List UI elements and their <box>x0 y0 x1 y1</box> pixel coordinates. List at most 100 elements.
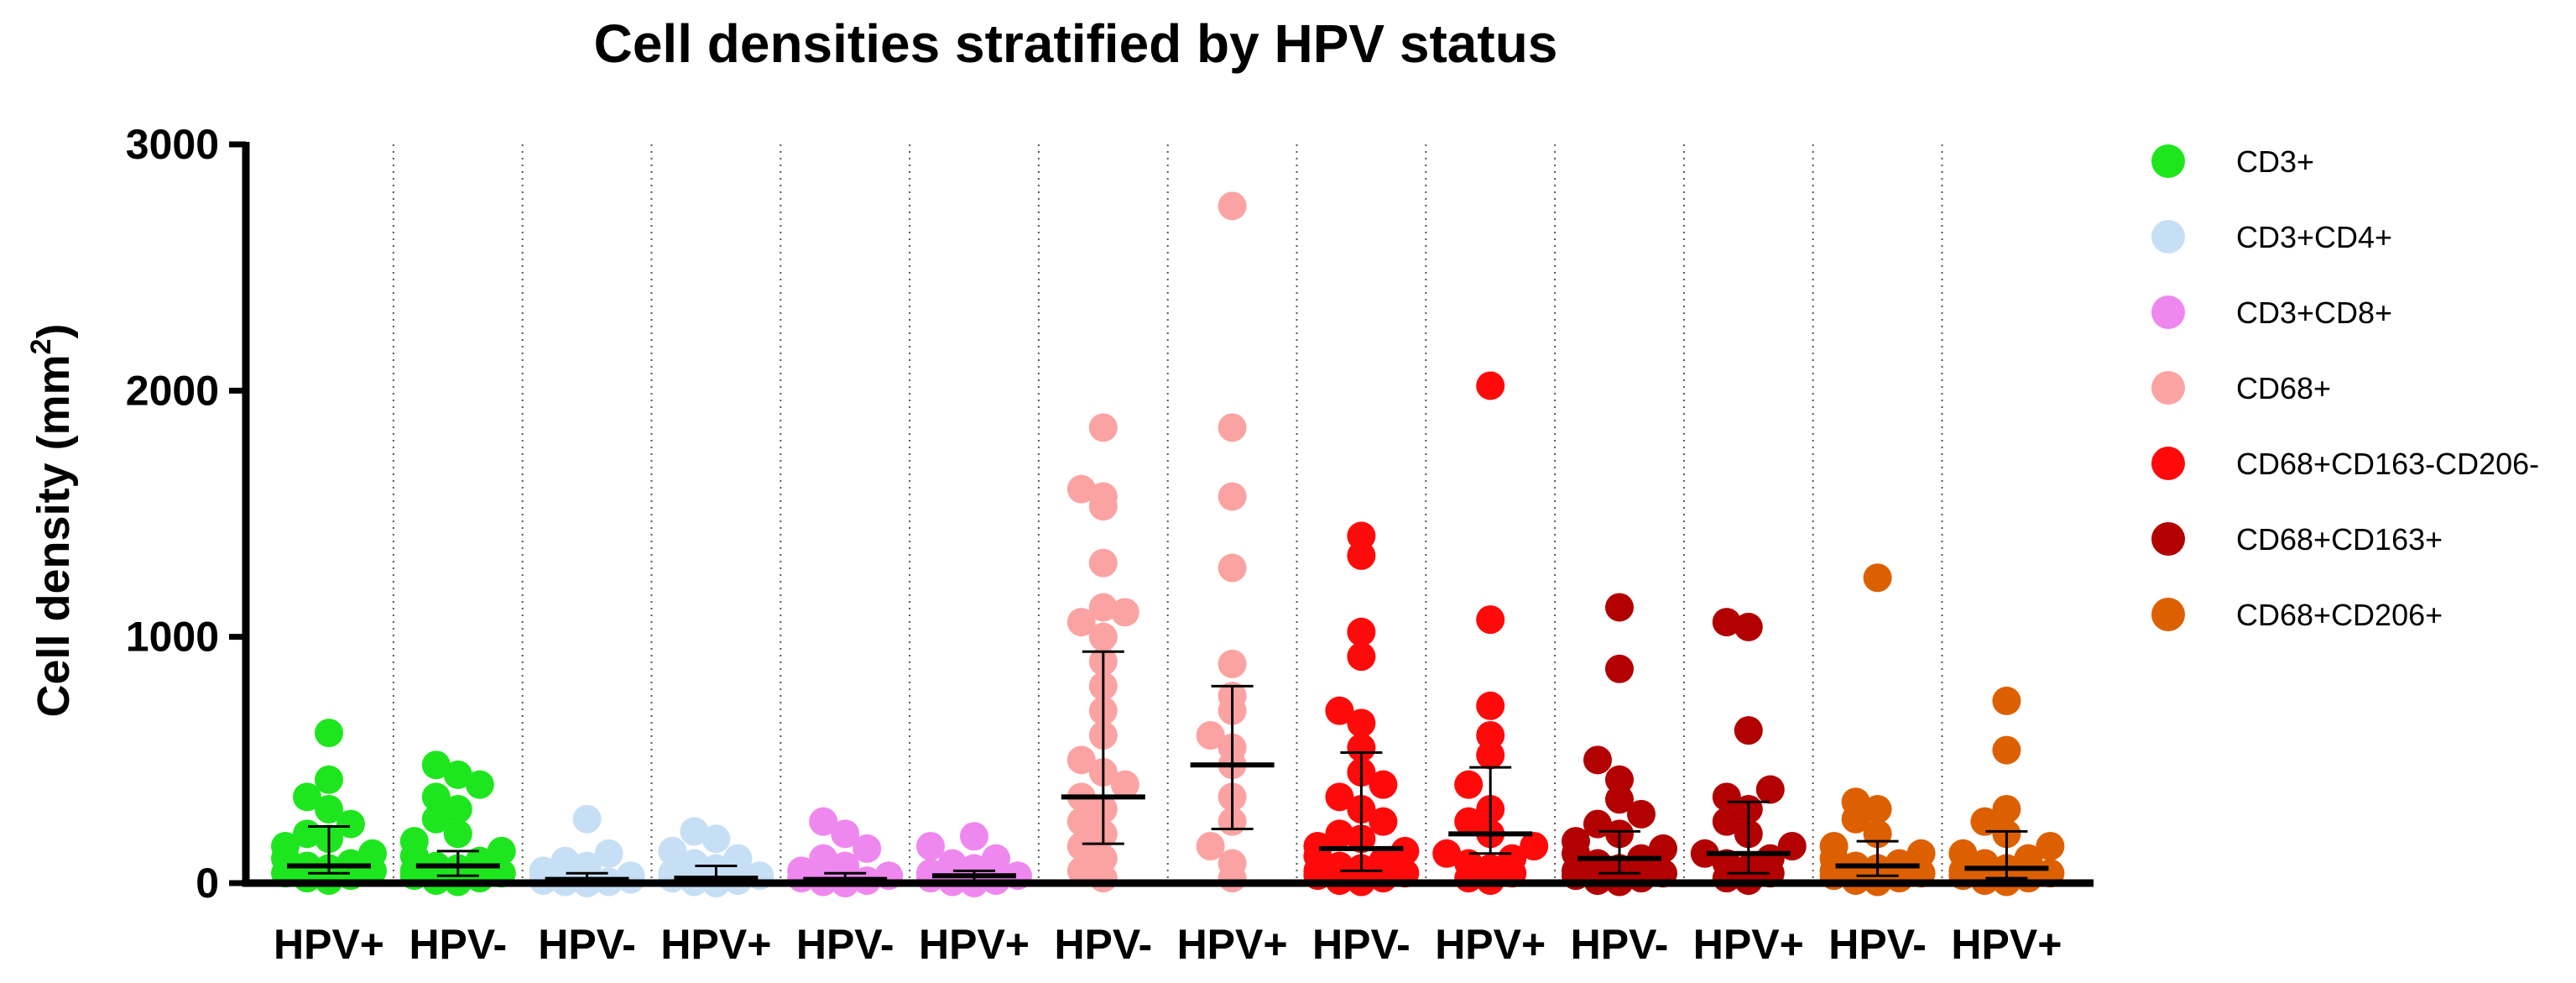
x-tick-label: HPV+ <box>1435 921 1546 968</box>
data-point <box>1088 548 1118 578</box>
x-tick-label: HPV- <box>1312 921 1411 968</box>
y-axis-label: Cell density (mm2) <box>25 323 79 717</box>
legend-marker <box>2151 220 2185 254</box>
legend-label: CD68+CD163-CD206- <box>2236 447 2539 481</box>
data-point <box>1347 642 1376 672</box>
data-point <box>809 807 838 836</box>
data-point <box>809 844 838 873</box>
x-tick-label: HPV+ <box>1693 921 1804 968</box>
data-point <box>1369 807 1398 836</box>
x-tick-label: HPV- <box>538 921 636 968</box>
data-point <box>1605 765 1634 794</box>
axes <box>242 142 2094 887</box>
data-point <box>1841 787 1870 817</box>
data-point <box>658 836 687 865</box>
data-point <box>1369 770 1398 799</box>
data-point <box>916 832 945 860</box>
data-point <box>1218 482 1247 511</box>
data-point <box>1627 799 1656 829</box>
group-separators <box>392 144 1943 883</box>
data-point <box>1347 521 1376 551</box>
data-point <box>421 782 451 812</box>
chart-title: Cell densities stratified by HPV status <box>594 13 1558 74</box>
data-point <box>315 765 343 794</box>
data-point <box>1605 785 1634 814</box>
data-point <box>1066 856 1096 886</box>
data-point <box>1454 807 1484 836</box>
data-point <box>2014 844 2043 873</box>
data-point <box>1390 836 1420 865</box>
data-point <box>1347 708 1376 738</box>
data-point <box>315 795 343 824</box>
data-point <box>1218 413 1247 442</box>
y-tick-label: 3000 <box>126 121 219 168</box>
data-point <box>1218 649 1247 678</box>
legend-marker <box>2151 371 2185 405</box>
data-point <box>1196 832 1225 860</box>
data-point <box>1476 605 1505 635</box>
data-point <box>1970 807 2000 836</box>
data-point <box>1583 745 1612 775</box>
data-point <box>336 809 365 839</box>
data-point <box>1498 844 1527 873</box>
legend-marker <box>2151 522 2185 556</box>
data-points <box>271 191 2065 897</box>
legend-marker <box>2151 598 2185 631</box>
data-point <box>271 832 300 860</box>
data-point <box>1906 839 1936 868</box>
legend-label: CD68+ <box>2236 371 2331 405</box>
data-point <box>443 795 472 824</box>
data-point <box>1777 832 1807 860</box>
legend-label: CD68+CD163+ <box>2236 522 2443 557</box>
data-point <box>1110 770 1139 799</box>
data-point <box>982 844 1010 873</box>
data-point <box>1712 782 1741 812</box>
data-point <box>2036 832 2065 860</box>
x-tick-label: HPV- <box>1054 921 1152 968</box>
data-point <box>1432 839 1462 868</box>
data-point <box>1476 691 1505 720</box>
x-tick-label: HPV- <box>1571 921 1669 968</box>
data-point <box>1992 795 2021 824</box>
x-tick-label: HPV- <box>409 921 507 968</box>
data-point <box>1088 413 1118 442</box>
data-point <box>1347 617 1376 646</box>
data-point <box>1605 593 1634 622</box>
x-tick-label: HPV- <box>796 921 894 968</box>
data-point <box>1562 827 1590 856</box>
data-point <box>1755 775 1785 804</box>
legend-label: CD68+CD206+ <box>2236 598 2443 632</box>
data-point <box>1992 686 2021 715</box>
legend-marker <box>2151 295 2185 329</box>
data-point <box>1066 807 1096 836</box>
legend-marker <box>2151 144 2185 178</box>
data-point <box>680 817 709 846</box>
data-point <box>1303 832 1332 860</box>
data-point <box>1476 721 1505 750</box>
data-point <box>1712 608 1741 637</box>
y-tick-label: 2000 <box>126 367 219 414</box>
data-point <box>443 819 472 849</box>
data-point <box>1325 819 1354 849</box>
data-point <box>1454 770 1484 799</box>
data-point <box>1992 735 2021 765</box>
data-point <box>1863 795 1892 824</box>
data-point <box>1325 782 1354 812</box>
data-point <box>594 839 623 868</box>
data-point <box>701 824 731 854</box>
data-point <box>1347 733 1376 762</box>
data-point <box>1066 745 1096 775</box>
data-point <box>293 782 321 812</box>
data-point <box>1476 854 1505 883</box>
data-point <box>1712 807 1741 836</box>
data-point <box>723 844 753 873</box>
data-point <box>550 846 580 876</box>
data-point <box>1454 849 1484 878</box>
data-point <box>1325 696 1354 725</box>
data-point <box>853 834 882 863</box>
legend: CD3+ CD3+CD4+ CD3+CD8+ CD68+ CD68+CD163-CD20… <box>2151 144 2539 632</box>
x-tick-label: HPV+ <box>274 921 384 968</box>
x-ticks: HPV+ HPV- HPV- HPV+ HPV- HPV+ HPV- HPV+ HPV- HPV+… <box>274 921 2062 968</box>
data-point <box>1369 846 1398 876</box>
